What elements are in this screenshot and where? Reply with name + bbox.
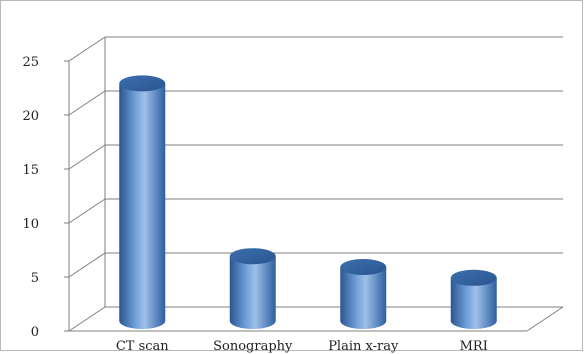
bar-body <box>229 256 276 329</box>
bar-top <box>119 75 166 92</box>
bar-top <box>450 269 497 286</box>
bar-body <box>119 83 166 330</box>
gridline-depth-5 <box>68 36 106 62</box>
y-tick-label: 20 <box>22 109 39 124</box>
gridline-depth-1 <box>68 252 106 278</box>
x-tick-label: Sonography <box>213 339 293 354</box>
x-tick-label: MRI <box>460 339 488 354</box>
bar-plain-x-ray <box>340 259 387 329</box>
bar-ct-scan <box>119 75 166 330</box>
bars-layer <box>119 75 497 330</box>
bar-mri <box>450 269 497 329</box>
floor-right-edge <box>526 306 564 332</box>
y-tick-label: 25 <box>22 55 39 70</box>
gridline-depth-4 <box>68 90 106 116</box>
gridline-depth-0 <box>68 306 106 332</box>
y-tick-label: 5 <box>31 271 39 286</box>
category-labels: CT scan Sonography Plain x-ray MRI <box>116 339 488 354</box>
bar-body <box>340 267 387 329</box>
y-tick-label: 10 <box>22 217 39 232</box>
y-tick-label: 15 <box>22 163 39 178</box>
bar-top <box>340 259 387 275</box>
grid-layer <box>68 36 564 332</box>
x-tick-label: CT scan <box>116 339 169 354</box>
y-axis: 0 5 10 15 20 25 <box>22 55 70 340</box>
y-tick-label: 0 <box>31 325 39 340</box>
bar-top <box>229 248 276 265</box>
gridline-depth-2 <box>68 198 106 224</box>
bar-sonography <box>229 248 276 329</box>
x-tick-label: Plain x-ray <box>328 339 399 354</box>
gridline-depth-3 <box>68 144 106 170</box>
bar-body <box>450 277 497 329</box>
